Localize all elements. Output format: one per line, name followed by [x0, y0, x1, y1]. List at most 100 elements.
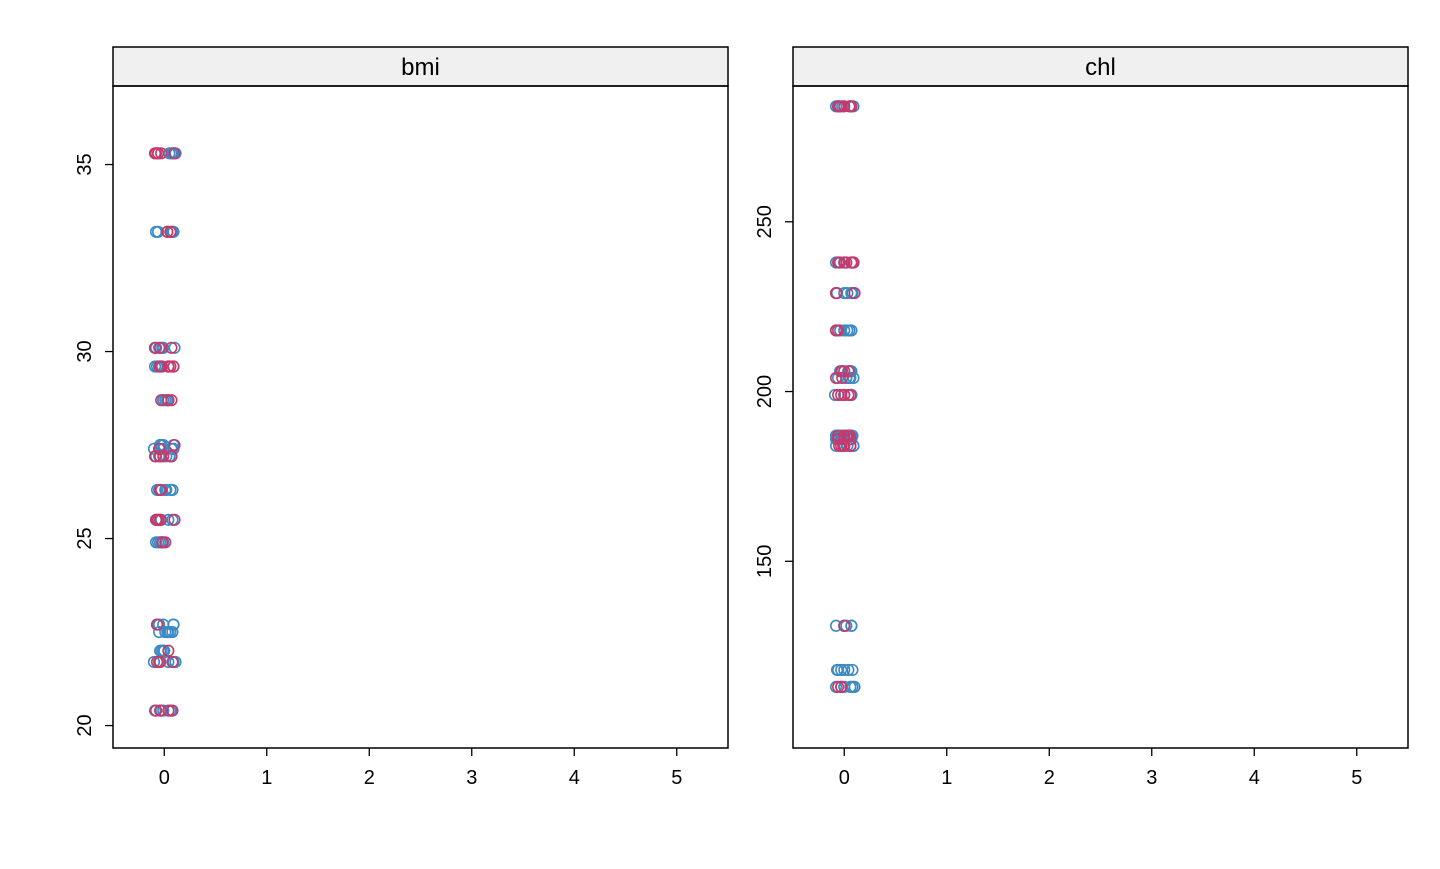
point-chl-imputed-23 [829, 324, 843, 337]
point-chl-imputed-41 [844, 439, 857, 452]
point-chl-imputed-13 [835, 388, 848, 402]
point-chl-imputed-12 [831, 388, 845, 402]
point-bmi-imputed-8 [168, 513, 181, 526]
point-bmi-imputed-17 [148, 341, 162, 354]
points-bmi [147, 147, 182, 717]
point-chl-observed-25 [845, 619, 858, 632]
y-tick-label-chl-150: 150 [754, 545, 776, 578]
y-axis-bmi: 20 25 30 35 [74, 153, 113, 737]
point-bmi-observed-54 [147, 442, 161, 455]
point-bmi-imputed-43 [162, 704, 175, 717]
point-bmi-observed-65 [167, 225, 180, 238]
point-chl-imputed-27 [829, 286, 843, 300]
x-tick-label-chl-2: 2 [1044, 767, 1055, 789]
strip-bmi [112, 46, 729, 87]
panel-bmi: bmi 0 1 2 3 4 5 20 25 30 35 [74, 46, 729, 789]
y-axis-chl: 150 200 250 [754, 205, 793, 578]
plot-area-chl [792, 85, 1409, 749]
point-chl-imputed-42 [835, 680, 848, 693]
y-tick-label-bmi-25: 25 [74, 527, 96, 549]
point-bmi-imputed-36 [154, 450, 167, 463]
point-chl-imputed-34 [838, 619, 851, 632]
point-bmi-imputed-23 [162, 644, 175, 657]
point-bmi-observed-76 [159, 625, 172, 639]
x-tick-label-bmi-4: 4 [569, 767, 580, 789]
point-bmi-imputed-34 [165, 394, 178, 407]
point-chl-imputed-38 [847, 256, 860, 269]
point-bmi-imputed-10 [164, 225, 177, 238]
point-bmi-imputed-15 [154, 704, 167, 717]
point-chl-imputed-3 [836, 371, 849, 385]
point-chl-imputed-28 [835, 365, 848, 378]
point-chl-imputed-21 [840, 256, 853, 269]
point-bmi-observed-92 [166, 625, 179, 639]
point-bmi-imputed-41 [166, 655, 179, 669]
point-chl-observed-13 [838, 663, 851, 677]
point-bmi-imputed-9 [155, 147, 168, 160]
point-bmi-imputed-14 [159, 536, 172, 549]
point-chl-observed-60 [838, 324, 851, 337]
x-tick-label-chl-5: 5 [1351, 767, 1362, 789]
strip-label-bmi: bmi [401, 54, 440, 81]
y-tick-label-bmi-30: 30 [74, 340, 96, 362]
point-bmi-imputed-13 [156, 536, 169, 549]
point-bmi-imputed-26 [161, 225, 174, 238]
point-chl-imputed-2 [838, 365, 851, 378]
x-tick-label-bmi-0: 0 [159, 767, 170, 789]
point-chl-imputed-14 [838, 388, 851, 402]
y-tick-label-bmi-35: 35 [74, 153, 96, 175]
point-bmi-observed-91 [167, 618, 180, 631]
point-bmi-observed-94 [169, 655, 182, 669]
y-tick-label-chl-200: 200 [754, 375, 776, 408]
point-bmi-observed-67 [148, 360, 162, 373]
x-tick-label-bmi-3: 3 [466, 767, 477, 789]
panel-chl: chl 0 1 2 3 4 5 150 200 250 [754, 46, 1409, 789]
point-chl-observed-69 [846, 663, 859, 677]
point-bmi-imputed-32 [150, 655, 164, 669]
point-chl-imputed-26 [833, 256, 846, 269]
x-axis-chl: 0 1 2 3 4 5 [839, 748, 1362, 789]
point-bmi-observed-46 [147, 655, 161, 669]
point-chl-observed-62 [844, 371, 857, 385]
point-bmi-observed-77 [158, 644, 171, 657]
x-tick-label-chl-4: 4 [1249, 767, 1260, 789]
point-chl-imputed-0 [838, 100, 851, 113]
y-tick-label-chl-250: 250 [754, 205, 776, 238]
plot-area-bmi [112, 85, 729, 749]
point-chl-imputed-39 [842, 365, 855, 378]
strip-label-chl: chl [1085, 54, 1116, 81]
point-bmi-observed-86 [157, 442, 170, 455]
x-tick-label-bmi-1: 1 [261, 767, 272, 789]
point-bmi-imputed-31 [150, 618, 164, 631]
x-axis-bmi: 0 1 2 3 4 5 [159, 748, 682, 789]
point-bmi-observed-84 [159, 394, 172, 407]
point-bmi-observed-81 [152, 225, 165, 238]
point-bmi-imputed-22 [153, 442, 166, 455]
x-tick-label-bmi-2: 2 [364, 767, 375, 789]
point-chl-imputed-22 [848, 286, 861, 300]
point-chl-observed-83 [842, 663, 855, 677]
point-bmi-imputed-29 [155, 360, 168, 373]
x-tick-label-chl-0: 0 [839, 767, 850, 789]
point-bmi-imputed-42 [149, 704, 163, 717]
point-chl-imputed-36 [843, 100, 856, 113]
points-chl [828, 100, 861, 693]
point-chl-imputed-5 [844, 388, 857, 402]
point-chl-imputed-17 [831, 680, 845, 693]
y-tick-label-bmi-20: 20 [74, 714, 96, 736]
point-bmi-imputed-0 [168, 147, 181, 160]
x-tick-label-chl-3: 3 [1146, 767, 1157, 789]
point-bmi-imputed-33 [162, 394, 175, 407]
point-bmi-imputed-16 [166, 704, 179, 717]
point-bmi-imputed-40 [152, 513, 165, 526]
point-bmi-imputed-35 [168, 438, 181, 452]
point-bmi-observed-40 [160, 483, 173, 497]
point-bmi-imputed-25 [149, 147, 163, 160]
x-tick-label-bmi-5: 5 [671, 767, 682, 789]
x-tick-label-chl-1: 1 [941, 767, 952, 789]
point-bmi-imputed-3 [167, 360, 180, 373]
point-bmi-imputed-37 [155, 483, 168, 497]
point-bmi-imputed-27 [165, 341, 178, 354]
